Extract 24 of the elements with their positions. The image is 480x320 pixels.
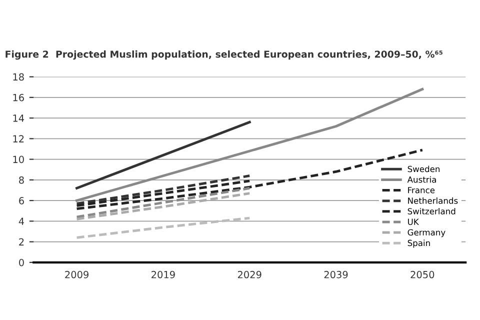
x-tick-label: 2050 (410, 270, 434, 278)
y-tick-label: 10 (13, 156, 24, 164)
y-tick-label: 12 (13, 135, 24, 142)
y-tick-label: 16 (13, 94, 24, 102)
legend-label: Germany (408, 229, 446, 238)
legend-label: Spain (408, 240, 430, 248)
y-tick-label: 8 (19, 176, 24, 184)
legend-label: Sweden (408, 166, 440, 172)
legend-label: Switzerland (408, 208, 456, 214)
legend-label: UK (408, 218, 420, 225)
x-tick-label: 2009 (65, 270, 88, 278)
y-tick-label: 4 (18, 218, 24, 225)
y-tick-label: 0 (19, 258, 24, 266)
y-tick-label: 2 (19, 238, 24, 246)
legend-label: Netherlands (408, 197, 458, 204)
legend-label: Austria (407, 176, 436, 183)
x-tick-label: 2019 (152, 270, 175, 278)
legend-label: France (408, 187, 435, 194)
y-tick-label: 6 (19, 197, 24, 204)
chart-title: Figure 2 Projected Muslim population, selected European countries, 2009–50, %⁶⁵ (6, 50, 442, 60)
x-tick-label: 2029 (238, 270, 262, 278)
y-tick-label: 14 (13, 114, 24, 122)
y-tick-label: 18 (13, 73, 24, 81)
x-tick-label: 2039 (324, 270, 348, 278)
